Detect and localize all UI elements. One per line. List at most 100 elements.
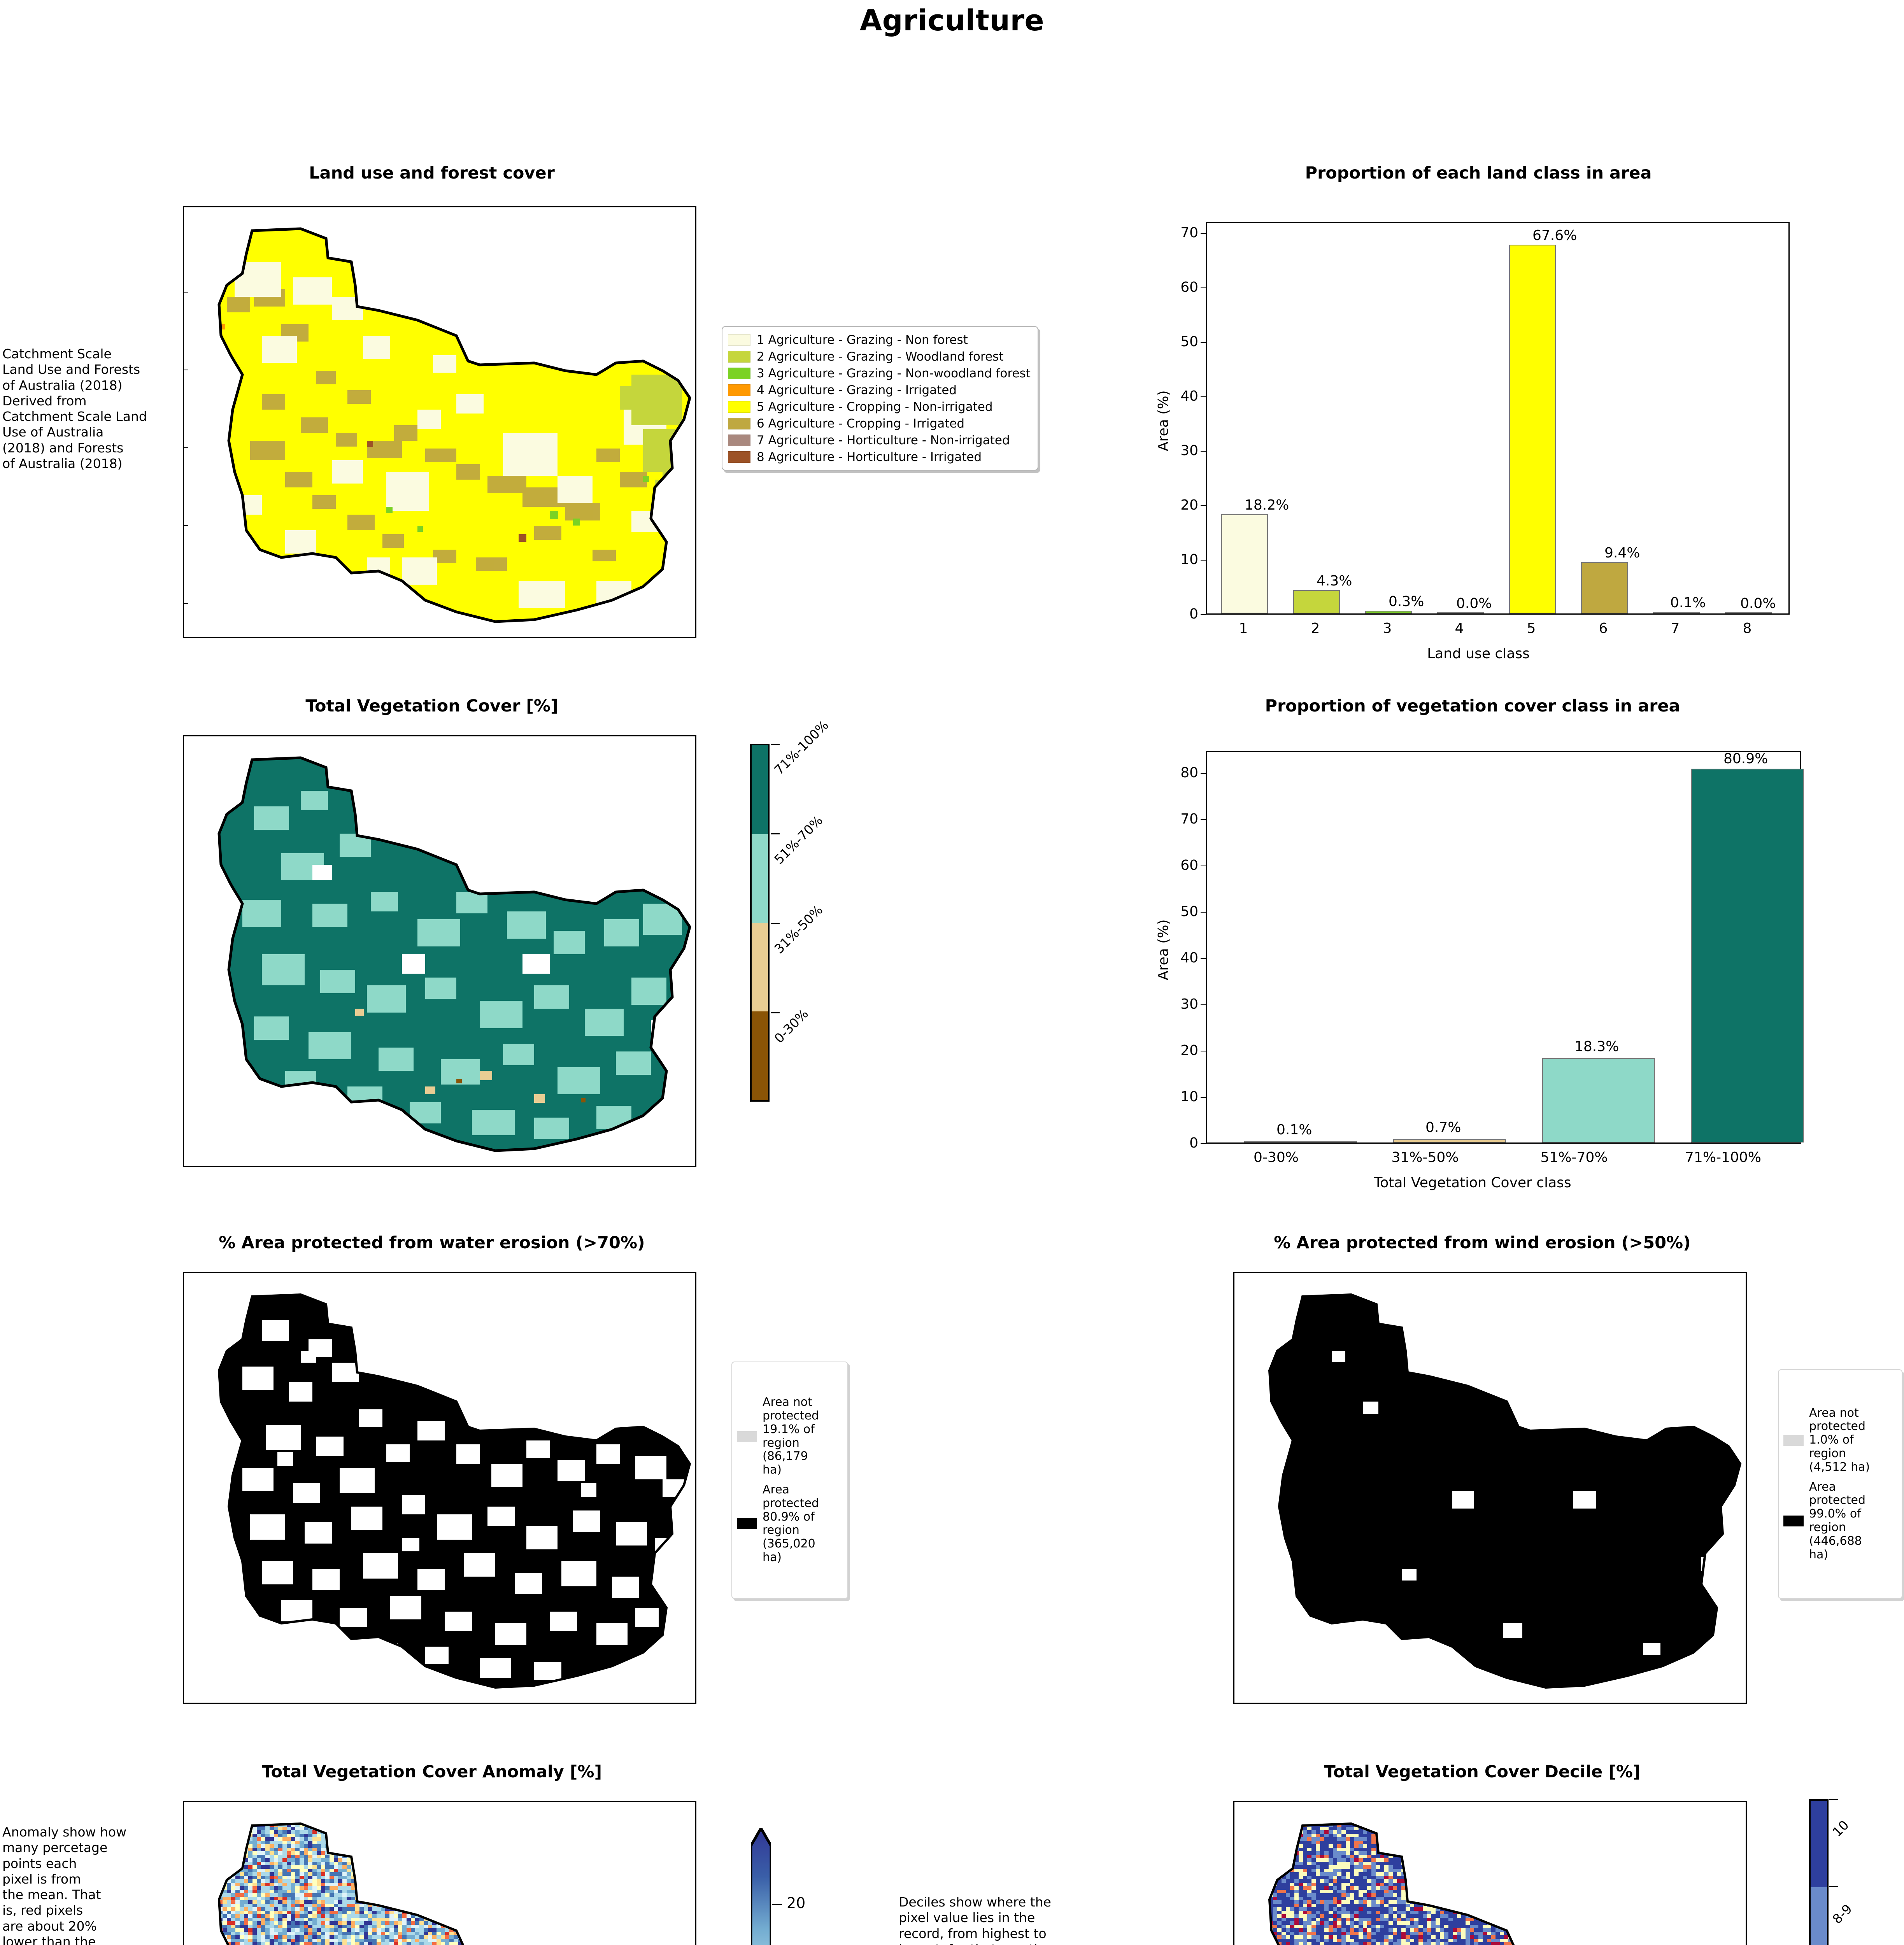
wind-erosion-map[interactable] xyxy=(1233,1272,1747,1704)
veg-cover-map[interactable] xyxy=(183,735,696,1167)
page-title: Agriculture xyxy=(0,4,1904,37)
legend-label: Area not protected 1.0% of region (4,512… xyxy=(1809,1406,1870,1474)
anomaly-note: Anomaly show how many percetage points e… xyxy=(2,1824,139,1945)
land-use-note: Catchment Scale Land Use and Forests of … xyxy=(2,346,166,471)
x-tick-label: 7 xyxy=(1652,620,1699,636)
bar[interactable] xyxy=(1691,769,1804,1142)
colorbar-segment xyxy=(752,745,768,834)
x-tick-label: 0-30% xyxy=(1220,1149,1332,1165)
colorbar-label: 51%-70% xyxy=(771,813,826,867)
legend-label: 5 Agriculture - Cropping - Non-irrigated xyxy=(757,400,993,414)
y-tick-label: 80 xyxy=(1171,765,1198,781)
chart-title: Proportion of each land class in area xyxy=(1128,163,1829,183)
bar[interactable] xyxy=(1221,514,1268,613)
bar[interactable] xyxy=(1542,1058,1655,1142)
bar-value-label: 0.3% xyxy=(1389,594,1424,610)
land-use-map-title: Land use and forest cover xyxy=(167,163,696,183)
wind-erosion-legend: Area not protected 1.0% of region (4,512… xyxy=(1778,1369,1902,1599)
bar[interactable] xyxy=(1393,1139,1506,1142)
panel-land-use: Land use and forest cover xyxy=(167,163,696,642)
colorbar-segment xyxy=(752,834,768,923)
bar[interactable] xyxy=(1509,245,1556,613)
y-tick-label: 20 xyxy=(1171,1043,1198,1058)
chart-veg-class: Proportion of vegetation cover class in … xyxy=(1117,696,1829,1210)
bar-value-label: 67.6% xyxy=(1532,228,1577,244)
colorbar-segment xyxy=(1811,1801,1827,1887)
panel-veg-cover: Total Vegetation Cover [%] xyxy=(167,696,696,1175)
plot-area: 18.2% 4.3% 0.3% 0.0% 67.6% 9.4% 0.1% 0.0… xyxy=(1206,222,1790,615)
y-tick-label: 40 xyxy=(1171,950,1198,966)
x-tick-label: 2 xyxy=(1292,620,1339,636)
x-tick-label: 71%-100% xyxy=(1667,1149,1780,1165)
chart-land-class: Proportion of each land class in area 18… xyxy=(1128,163,1829,677)
y-tick-label: 0 xyxy=(1171,606,1198,622)
bar[interactable] xyxy=(1365,611,1412,613)
x-axis-label: Total Vegetation Cover class xyxy=(1117,1175,1829,1191)
legend-swatch xyxy=(728,384,750,396)
y-tick-label: 70 xyxy=(1171,811,1198,827)
anomaly-map-title: Total Vegetation Cover Anomaly [%] xyxy=(167,1762,696,1782)
x-tick-label: 5 xyxy=(1508,620,1555,636)
legend-swatch xyxy=(728,451,750,463)
decile-map-shape xyxy=(1268,1822,1740,1945)
bar[interactable] xyxy=(1581,562,1628,613)
bar[interactable] xyxy=(1437,612,1484,613)
x-tick-label: 3 xyxy=(1364,620,1411,636)
legend-swatch xyxy=(728,350,750,363)
legend-label: 2 Agriculture - Grazing - Woodland fores… xyxy=(757,350,1003,364)
land-use-map[interactable] xyxy=(183,206,696,638)
y-tick-label: 50 xyxy=(1171,334,1198,350)
y-tick-label: 0 xyxy=(1171,1135,1198,1151)
y-tick-label: 40 xyxy=(1171,388,1198,404)
x-tick-label: 8 xyxy=(1724,620,1771,636)
panel-anomaly: Total Vegetation Cover Anomaly [%] xyxy=(167,1762,696,1945)
x-tick-label: 51%-70% xyxy=(1518,1149,1630,1165)
bar-value-label: 0.7% xyxy=(1425,1120,1461,1135)
legend-label: 4 Agriculture - Grazing - Irrigated xyxy=(757,383,957,397)
y-tick-label: 60 xyxy=(1171,857,1198,873)
legend-swatch xyxy=(728,367,750,379)
list-item: 5 Agriculture - Cropping - Non-irrigated xyxy=(728,398,1031,415)
legend-label: 1 Agriculture - Grazing - Non forest xyxy=(757,333,968,347)
y-tick-label: 70 xyxy=(1171,225,1198,241)
bar[interactable] xyxy=(1293,590,1340,613)
colorbar-label: 10 xyxy=(1829,1817,1851,1840)
bar-value-label: 9.4% xyxy=(1604,545,1640,561)
bar[interactable] xyxy=(1244,1141,1357,1142)
legend-label: Area protected 99.0% of region (446,688 … xyxy=(1809,1480,1865,1562)
bar[interactable] xyxy=(1653,612,1700,613)
legend-swatch xyxy=(728,434,750,446)
bar-value-label: 0.0% xyxy=(1740,596,1776,612)
list-item: 6 Agriculture - Cropping - Irrigated xyxy=(728,415,1031,432)
land-use-map-shape xyxy=(217,227,691,623)
legend-label: 6 Agriculture - Cropping - Irrigated xyxy=(757,417,964,431)
list-item: Area protected 99.0% of region (446,688 … xyxy=(1783,1480,1897,1562)
list-item: Area protected 80.9% of region (365,020 … xyxy=(737,1483,843,1565)
water-erosion-legend: Area not protected 19.1% of region (86,1… xyxy=(731,1362,848,1599)
y-tick-label: 30 xyxy=(1171,443,1198,459)
legend-swatch xyxy=(728,334,750,346)
decile-map-title: Total Vegetation Cover Decile [%] xyxy=(1218,1762,1747,1782)
bar[interactable] xyxy=(1725,612,1772,613)
water-erosion-map[interactable] xyxy=(183,1272,696,1704)
y-tick-label: 20 xyxy=(1171,497,1198,513)
legend-swatch xyxy=(728,401,750,413)
list-item: 2 Agriculture - Grazing - Woodland fores… xyxy=(728,348,1031,365)
bar-value-label: 4.3% xyxy=(1317,573,1352,589)
colorbar-segment xyxy=(752,923,768,1011)
panel-decile: Total Vegetation Cover Decile [%] xyxy=(1218,1762,1747,1945)
veg-cover-map-title: Total Vegetation Cover [%] xyxy=(167,696,696,716)
anomaly-map[interactable] xyxy=(183,1801,696,1945)
land-use-legend: 1 Agriculture - Grazing - Non forest 2 A… xyxy=(722,326,1038,471)
plot-area: 0.1% 0.7% 18.3% 80.9% xyxy=(1206,751,1804,1144)
list-item: 4 Agriculture - Grazing - Irrigated xyxy=(728,382,1031,398)
legend-label: Area protected 80.9% of region (365,020 … xyxy=(763,1483,819,1565)
colorbar-segment xyxy=(752,1011,768,1100)
legend-swatch xyxy=(728,417,750,429)
decile-colorbar xyxy=(1809,1799,1829,1945)
colorbar-tick-label: 20 xyxy=(787,1894,805,1912)
y-axis-label: Area (%) xyxy=(1155,919,1171,980)
decile-map[interactable] xyxy=(1233,1801,1747,1945)
anomaly-map-shape xyxy=(217,1822,690,1945)
water-erosion-map-shape xyxy=(217,1293,691,1689)
